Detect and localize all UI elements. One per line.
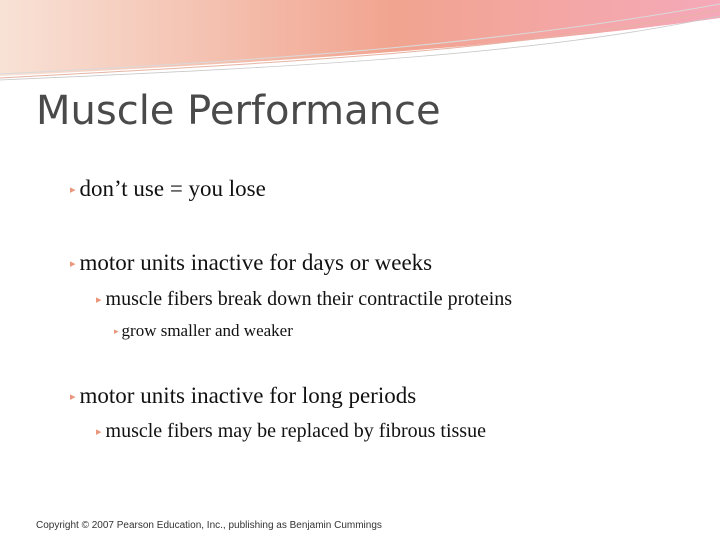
sub-bullet-item: ▸ muscle fibers break down their contrac… [96,288,512,311]
bullet-marker-icon: ▸ [96,294,102,306]
bullet-marker-icon: ▸ [96,426,102,438]
bullet-item: ▸ motor units inactive for long periods [70,383,416,409]
banner-wave [0,0,720,76]
slide-title: Muscle Performance [36,88,441,134]
copyright-footer: Copyright © 2007 Pearson Education, Inc.… [36,520,382,531]
banner-line [0,3,720,75]
bullet-text: don’t use = you lose [79,176,266,201]
bullet-marker-icon: ▸ [70,390,76,403]
banner-line [0,9,720,79]
header-banner [0,0,720,81]
sub-bullet-item: ▸ muscle fibers may be replaced by fibro… [96,420,486,443]
bullet-text: motor units inactive for days or weeks [79,250,433,275]
sub-sub-bullet-item: ▸ grow smaller and weaker [114,321,293,341]
bullet-marker-icon: ▸ [70,183,76,196]
banner-line [0,15,720,81]
bullet-item: ▸ motor units inactive for days or weeks [70,250,432,276]
bullet-text: motor units inactive for long periods [79,383,417,408]
bullet-text: grow smaller and weaker [121,321,293,340]
bullet-text: muscle fibers break down their contracti… [105,288,513,310]
bullet-item: ▸ don’t use = you lose [70,176,266,202]
bullet-text: muscle fibers may be replaced by fibrous… [105,420,486,442]
bullet-marker-icon: ▸ [114,325,119,336]
bullet-marker-icon: ▸ [70,257,76,270]
